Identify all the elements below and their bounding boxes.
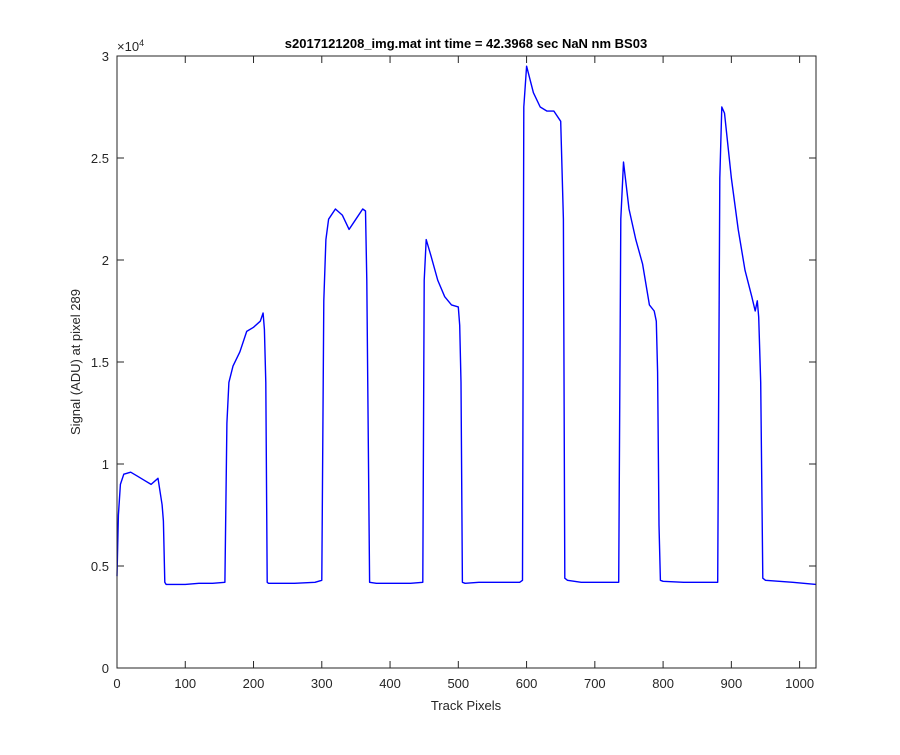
x-tick-label: 300 (311, 676, 333, 691)
y-tick-label: 2 (102, 253, 109, 268)
x-tick-label: 900 (721, 676, 743, 691)
y-tick-label: 1 (102, 457, 109, 472)
y-axis-exponent-power: 4 (139, 38, 144, 48)
y-tick-label: 3 (102, 49, 109, 64)
y-axis-exponent-base: ×10 (117, 39, 139, 54)
x-tick-label: 800 (652, 676, 674, 691)
x-tick-label: 200 (243, 676, 265, 691)
tick-labels: 0 100 200 300 400 500 600 700 800 900 1000 0 0.5 1 1.5… (91, 49, 814, 691)
y-tick-label: 2.5 (91, 151, 109, 166)
x-tick-label: 100 (174, 676, 196, 691)
x-tick-label: 700 (584, 676, 606, 691)
x-tick-label: 500 (447, 676, 469, 691)
y-axis-exponent: ×104 (117, 38, 144, 54)
y-tick-label: 0 (102, 661, 109, 676)
chart-title: s2017121208_img.mat int time = 42.3968 s… (285, 36, 647, 51)
x-tick-label: 400 (379, 676, 401, 691)
x-tick-label: 0 (113, 676, 120, 691)
y-tick-label: 1.5 (91, 355, 109, 370)
x-tick-label: 1000 (785, 676, 814, 691)
signal-series-line (116, 65, 817, 586)
x-axis-label: Track Pixels (431, 698, 502, 713)
y-axis-label: Signal (ADU) at pixel 289 (68, 289, 83, 435)
plot-area (117, 56, 816, 668)
x-tick-label: 600 (516, 676, 538, 691)
axes-box (116, 55, 817, 669)
y-tick-label: 0.5 (91, 559, 109, 574)
